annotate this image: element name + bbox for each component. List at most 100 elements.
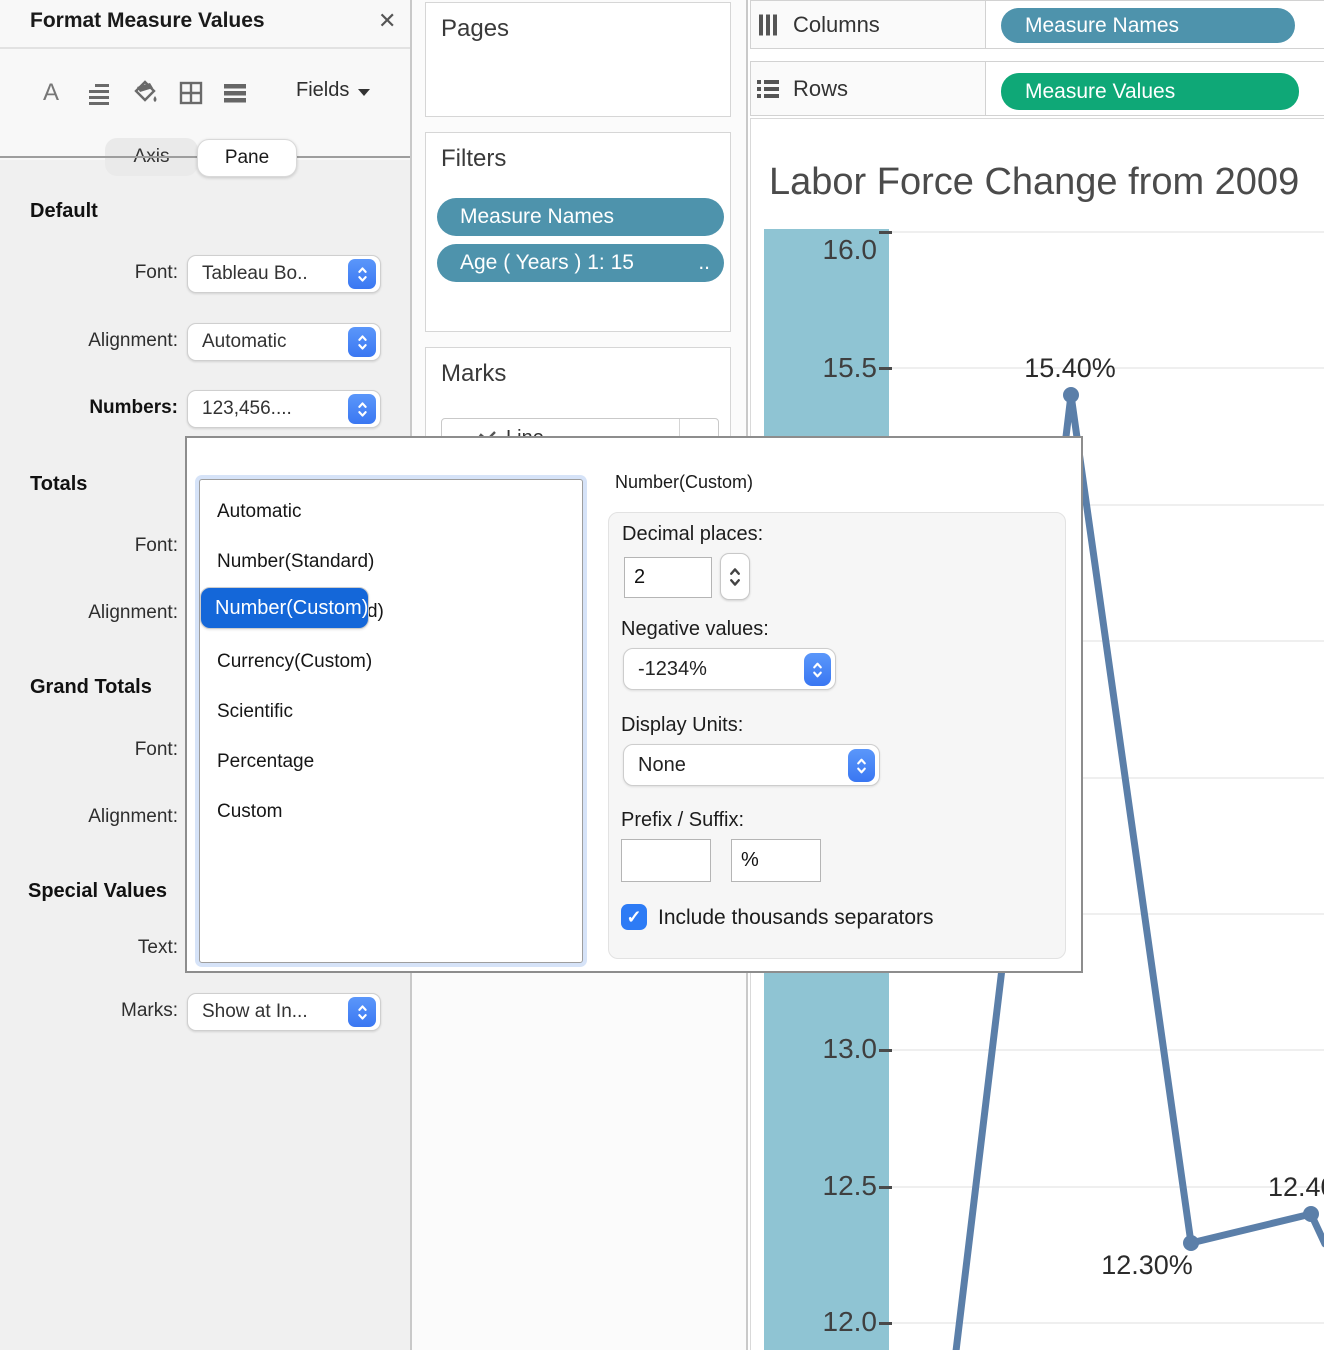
prefix-suffix-label: Prefix / Suffix:: [621, 809, 745, 831]
rows-shelf-label-zone: Rows: [751, 62, 986, 115]
columns-icon: [759, 14, 777, 35]
dialog-heading: Number(Custom): [615, 472, 754, 492]
section-default: Default: [30, 200, 98, 222]
shading-format-button[interactable]: [130, 78, 160, 108]
stepper-arrows-icon: [348, 259, 376, 289]
decimal-places-input[interactable]: [624, 557, 712, 598]
grand-totals-font-label: Font:: [134, 739, 178, 760]
number-format-dialog: Automatic Number(Standard) Number(Custom…: [185, 436, 1083, 973]
y-tick: [879, 367, 892, 370]
suffix-input[interactable]: [731, 839, 821, 882]
section-special-values: Special Values: [28, 880, 167, 902]
marks-label: Marks: [441, 360, 507, 387]
gridline: [889, 1186, 1324, 1188]
data-point-marker[interactable]: [1063, 387, 1079, 403]
format-type-list[interactable]: Automatic Number(Standard) Number(Custom…: [199, 479, 583, 963]
totals-alignment-label: Alignment:: [88, 602, 178, 623]
pages-card: Pages: [425, 2, 731, 117]
negative-values-dropdown[interactable]: -1234%: [623, 648, 836, 690]
stepper-arrows-icon: [848, 749, 875, 782]
thick-lines-icon: [224, 84, 246, 103]
default-alignment-label: Alignment:: [88, 330, 178, 351]
gridline: [889, 231, 1324, 233]
default-alignment-dropdown[interactable]: Automatic: [187, 323, 381, 361]
special-values-marks-dropdown[interactable]: Show at In...: [187, 993, 381, 1031]
columns-shelf[interactable]: Columns Measure Names: [750, 0, 1324, 49]
format-type-number-custom[interactable]: Number(Custom): [200, 587, 370, 629]
grid-borders-icon: [179, 81, 203, 105]
paint-bucket-icon: [134, 80, 157, 102]
pages-label: Pages: [441, 15, 510, 42]
display-units-label: Display Units:: [621, 714, 744, 736]
y-tick-label: 12.5: [822, 1170, 878, 1201]
stepper-arrows-icon: [348, 997, 376, 1027]
borders-format-button[interactable]: [176, 78, 206, 108]
filter-pill-age-years[interactable]: Age ( Years ) 1: 15 ..: [437, 244, 724, 282]
thousands-separator-checkbox[interactable]: ✓: [621, 904, 647, 930]
negative-values-label: Negative values:: [621, 618, 769, 640]
special-values-marks-label: Marks:: [121, 1000, 178, 1021]
lines-format-button[interactable]: [220, 78, 250, 108]
data-label-low: 12.30%: [1101, 1250, 1193, 1280]
alignment-icon: [89, 84, 109, 105]
columns-pill-measure-names[interactable]: Measure Names: [1001, 8, 1295, 43]
header-divider: [0, 47, 410, 49]
gridline: [889, 367, 1324, 369]
columns-shelf-label: Columns: [793, 11, 880, 37]
rows-icon: [757, 79, 779, 98]
format-pane-title: Format Measure Values: [30, 9, 265, 32]
font-format-button[interactable]: A: [36, 78, 66, 108]
stepper-arrows-icon: [348, 327, 376, 357]
stepper-arrows-icon: [804, 653, 831, 686]
format-type-percentage[interactable]: Percentage: [217, 751, 315, 772]
y-tick: [879, 1049, 892, 1052]
filters-card: Filters Measure Names Age ( Years ) 1: 1…: [425, 132, 731, 332]
gridline: [889, 1322, 1324, 1324]
y-tick-label: 15.5: [822, 352, 878, 383]
default-numbers-dropdown[interactable]: 123,456....: [187, 390, 381, 428]
rows-pill-measure-values[interactable]: Measure Values: [1001, 73, 1299, 110]
gridline: [889, 913, 1324, 915]
format-type-scientific[interactable]: Scientific: [217, 701, 294, 722]
totals-font-label: Font:: [134, 535, 178, 556]
format-type-custom[interactable]: Custom: [217, 801, 283, 822]
data-point-marker[interactable]: [1303, 1206, 1319, 1222]
y-tick-label: 16.0: [822, 234, 878, 265]
format-type-currency-custom[interactable]: Currency(Custom): [217, 651, 373, 672]
filter-pill-measure-names[interactable]: Measure Names: [437, 198, 724, 236]
format-pane-header: [0, 0, 410, 160]
default-font-dropdown[interactable]: Tableau Bo..: [187, 255, 381, 293]
check-icon: ✓: [626, 906, 642, 927]
prefix-input[interactable]: [621, 839, 711, 882]
default-numbers-label: Numbers:: [89, 397, 178, 418]
close-icon[interactable]: ✕: [378, 8, 397, 33]
stepper-arrows-icon: [348, 394, 376, 424]
stepper-arrows-icon: [730, 567, 740, 586]
section-grand-totals: Grand Totals: [30, 676, 152, 698]
section-totals: Totals: [30, 473, 88, 495]
decimal-places-stepper[interactable]: [720, 553, 750, 600]
pill-more-dots: ..: [698, 251, 710, 274]
fields-dropdown[interactable]: Fields: [296, 79, 371, 102]
number-custom-options-panel: Decimal places: Negative values: -1234% …: [608, 512, 1066, 959]
gridline: [889, 504, 1324, 506]
rows-shelf[interactable]: Rows Measure Values: [750, 61, 1324, 116]
gridline: [889, 1049, 1324, 1051]
chart-title: Labor Force Change from 2009: [769, 161, 1300, 203]
data-point-marker[interactable]: [1183, 1235, 1199, 1251]
format-type-number-standard[interactable]: Number(Standard): [217, 551, 375, 572]
format-type-automatic[interactable]: Automatic: [217, 501, 302, 522]
data-label-peak: 15.40%: [1024, 353, 1116, 383]
gridline: [889, 777, 1324, 779]
grand-totals-alignment-label: Alignment:: [88, 806, 178, 827]
fields-label: Fields: [296, 79, 350, 101]
y-tick: [879, 1322, 892, 1325]
font-icon: A: [42, 79, 59, 106]
alignment-format-button[interactable]: [84, 78, 114, 108]
tab-pane[interactable]: Pane: [197, 139, 297, 177]
default-font-label: Font:: [134, 262, 178, 283]
decimal-places-label: Decimal places:: [622, 523, 764, 545]
display-units-dropdown[interactable]: None: [623, 744, 880, 786]
y-tick: [879, 1186, 892, 1189]
